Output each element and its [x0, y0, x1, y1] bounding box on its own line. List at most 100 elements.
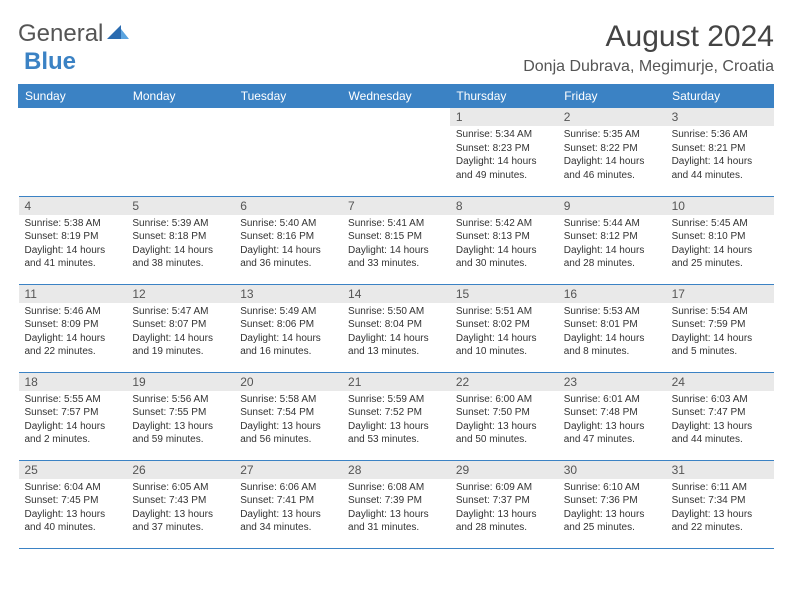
- day-data-line: and 50 minutes.: [456, 433, 552, 447]
- day-data-line: Sunrise: 5:40 AM: [240, 217, 336, 231]
- calendar-day-cell: 23Sunrise: 6:01 AMSunset: 7:48 PMDayligh…: [558, 372, 666, 460]
- weekday-header: Sunday: [19, 84, 127, 108]
- day-data-line: Daylight: 14 hours: [564, 332, 660, 346]
- day-data-line: Daylight: 14 hours: [132, 244, 228, 258]
- calendar-day-cell: 29Sunrise: 6:09 AMSunset: 7:37 PMDayligh…: [450, 460, 558, 548]
- day-data: Sunrise: 5:47 AMSunset: 8:07 PMDaylight:…: [126, 303, 234, 363]
- calendar-day-cell: 1Sunrise: 5:34 AMSunset: 8:23 PMDaylight…: [450, 108, 558, 196]
- day-data: Sunrise: 6:06 AMSunset: 7:41 PMDaylight:…: [234, 479, 342, 539]
- header: General August 2024 Donja Dubrava, Megim…: [18, 20, 774, 76]
- day-number: 2: [558, 108, 666, 126]
- day-data-line: and 53 minutes.: [348, 433, 444, 447]
- logo-text-2: Blue: [24, 48, 76, 76]
- day-data-line: Sunset: 7:50 PM: [456, 406, 552, 420]
- day-number: 31: [666, 461, 774, 479]
- day-data: Sunrise: 5:54 AMSunset: 7:59 PMDaylight:…: [666, 303, 774, 363]
- day-data-line: Daylight: 14 hours: [672, 332, 768, 346]
- calendar-day-cell: [126, 108, 234, 196]
- day-number: 3: [666, 108, 774, 126]
- day-data-line: and 25 minutes.: [672, 257, 768, 271]
- day-data-line: and 16 minutes.: [240, 345, 336, 359]
- day-data-line: and 30 minutes.: [456, 257, 552, 271]
- day-data: Sunrise: 6:04 AMSunset: 7:45 PMDaylight:…: [19, 479, 127, 539]
- calendar-day-cell: 25Sunrise: 6:04 AMSunset: 7:45 PMDayligh…: [19, 460, 127, 548]
- day-data-line: Daylight: 13 hours: [564, 508, 660, 522]
- day-data-line: Daylight: 14 hours: [672, 155, 768, 169]
- calendar-day-cell: 18Sunrise: 5:55 AMSunset: 7:57 PMDayligh…: [19, 372, 127, 460]
- calendar-day-cell: 24Sunrise: 6:03 AMSunset: 7:47 PMDayligh…: [666, 372, 774, 460]
- calendar-table: SundayMondayTuesdayWednesdayThursdayFrid…: [18, 84, 774, 549]
- day-data-line: and 5 minutes.: [672, 345, 768, 359]
- day-data-line: and 40 minutes.: [25, 521, 121, 535]
- day-data-line: Sunset: 8:22 PM: [564, 142, 660, 156]
- month-title: August 2024: [523, 20, 774, 54]
- day-data-line: Sunrise: 6:10 AM: [564, 481, 660, 495]
- day-data-line: and 44 minutes.: [672, 433, 768, 447]
- day-number: 4: [19, 197, 127, 215]
- calendar-day-cell: [342, 108, 450, 196]
- day-data-line: Daylight: 13 hours: [25, 508, 121, 522]
- day-data-line: Sunset: 8:01 PM: [564, 318, 660, 332]
- day-data-line: Daylight: 14 hours: [348, 244, 444, 258]
- day-data-line: Sunrise: 5:53 AM: [564, 305, 660, 319]
- day-data-line: Sunrise: 5:38 AM: [25, 217, 121, 231]
- day-data: Sunrise: 5:49 AMSunset: 8:06 PMDaylight:…: [234, 303, 342, 363]
- day-data-line: Sunrise: 5:54 AM: [672, 305, 768, 319]
- day-data-line: Sunrise: 5:41 AM: [348, 217, 444, 231]
- calendar-day-cell: 14Sunrise: 5:50 AMSunset: 8:04 PMDayligh…: [342, 284, 450, 372]
- calendar-day-cell: 20Sunrise: 5:58 AMSunset: 7:54 PMDayligh…: [234, 372, 342, 460]
- day-number: 8: [450, 197, 558, 215]
- day-data-line: and 19 minutes.: [132, 345, 228, 359]
- day-data-line: Daylight: 14 hours: [240, 244, 336, 258]
- day-data-line: Sunrise: 6:01 AM: [564, 393, 660, 407]
- day-data-line: and 13 minutes.: [348, 345, 444, 359]
- calendar-day-cell: [234, 108, 342, 196]
- day-data-line: Daylight: 13 hours: [456, 508, 552, 522]
- day-data-line: and 38 minutes.: [132, 257, 228, 271]
- day-number: 23: [558, 373, 666, 391]
- day-data-line: Sunset: 8:02 PM: [456, 318, 552, 332]
- weekday-header: Thursday: [450, 84, 558, 108]
- day-data-line: Daylight: 14 hours: [240, 332, 336, 346]
- day-data-line: Daylight: 14 hours: [672, 244, 768, 258]
- day-data-line: Sunrise: 5:59 AM: [348, 393, 444, 407]
- day-data-line: Sunset: 7:39 PM: [348, 494, 444, 508]
- day-data-line: Sunset: 8:04 PM: [348, 318, 444, 332]
- calendar-day-cell: 6Sunrise: 5:40 AMSunset: 8:16 PMDaylight…: [234, 196, 342, 284]
- day-data-line: and 37 minutes.: [132, 521, 228, 535]
- day-data-line: Sunset: 7:36 PM: [564, 494, 660, 508]
- day-data: Sunrise: 5:59 AMSunset: 7:52 PMDaylight:…: [342, 391, 450, 451]
- day-number: 19: [126, 373, 234, 391]
- day-data-line: and 28 minutes.: [456, 521, 552, 535]
- day-number: 25: [19, 461, 127, 479]
- day-data-line: Sunrise: 5:50 AM: [348, 305, 444, 319]
- day-data-line: Sunset: 8:19 PM: [25, 230, 121, 244]
- day-data-line: Sunset: 7:55 PM: [132, 406, 228, 420]
- day-number: 15: [450, 285, 558, 303]
- day-data-line: Sunset: 7:34 PM: [672, 494, 768, 508]
- day-data-line: Sunset: 7:43 PM: [132, 494, 228, 508]
- day-data-line: Sunrise: 6:08 AM: [348, 481, 444, 495]
- day-number: 28: [342, 461, 450, 479]
- day-number: 13: [234, 285, 342, 303]
- day-data-line: Sunrise: 5:49 AM: [240, 305, 336, 319]
- calendar-day-cell: 5Sunrise: 5:39 AMSunset: 8:18 PMDaylight…: [126, 196, 234, 284]
- calendar-day-cell: 22Sunrise: 6:00 AMSunset: 7:50 PMDayligh…: [450, 372, 558, 460]
- day-data-line: Sunrise: 5:47 AM: [132, 305, 228, 319]
- calendar-day-cell: 19Sunrise: 5:56 AMSunset: 7:55 PMDayligh…: [126, 372, 234, 460]
- day-data: Sunrise: 5:42 AMSunset: 8:13 PMDaylight:…: [450, 215, 558, 275]
- weekday-header: Saturday: [666, 84, 774, 108]
- day-number: 6: [234, 197, 342, 215]
- day-data: Sunrise: 5:56 AMSunset: 7:55 PMDaylight:…: [126, 391, 234, 451]
- day-data-line: Daylight: 13 hours: [564, 420, 660, 434]
- day-data: Sunrise: 5:44 AMSunset: 8:12 PMDaylight:…: [558, 215, 666, 275]
- day-data: Sunrise: 5:41 AMSunset: 8:15 PMDaylight:…: [342, 215, 450, 275]
- day-data-line: and 46 minutes.: [564, 169, 660, 183]
- day-data-line: and 8 minutes.: [564, 345, 660, 359]
- day-data-line: Sunset: 7:54 PM: [240, 406, 336, 420]
- day-data-line: and 33 minutes.: [348, 257, 444, 271]
- day-number: 16: [558, 285, 666, 303]
- day-number: 14: [342, 285, 450, 303]
- logo-icon: [107, 20, 129, 48]
- day-data-line: and 31 minutes.: [348, 521, 444, 535]
